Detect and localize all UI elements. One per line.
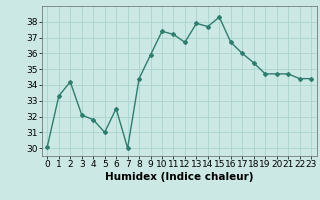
X-axis label: Humidex (Indice chaleur): Humidex (Indice chaleur): [105, 172, 253, 182]
